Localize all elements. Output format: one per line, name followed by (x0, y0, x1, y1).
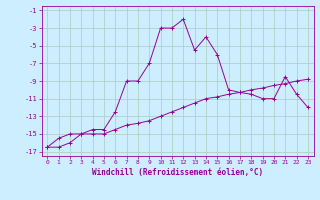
X-axis label: Windchill (Refroidissement éolien,°C): Windchill (Refroidissement éolien,°C) (92, 168, 263, 177)
